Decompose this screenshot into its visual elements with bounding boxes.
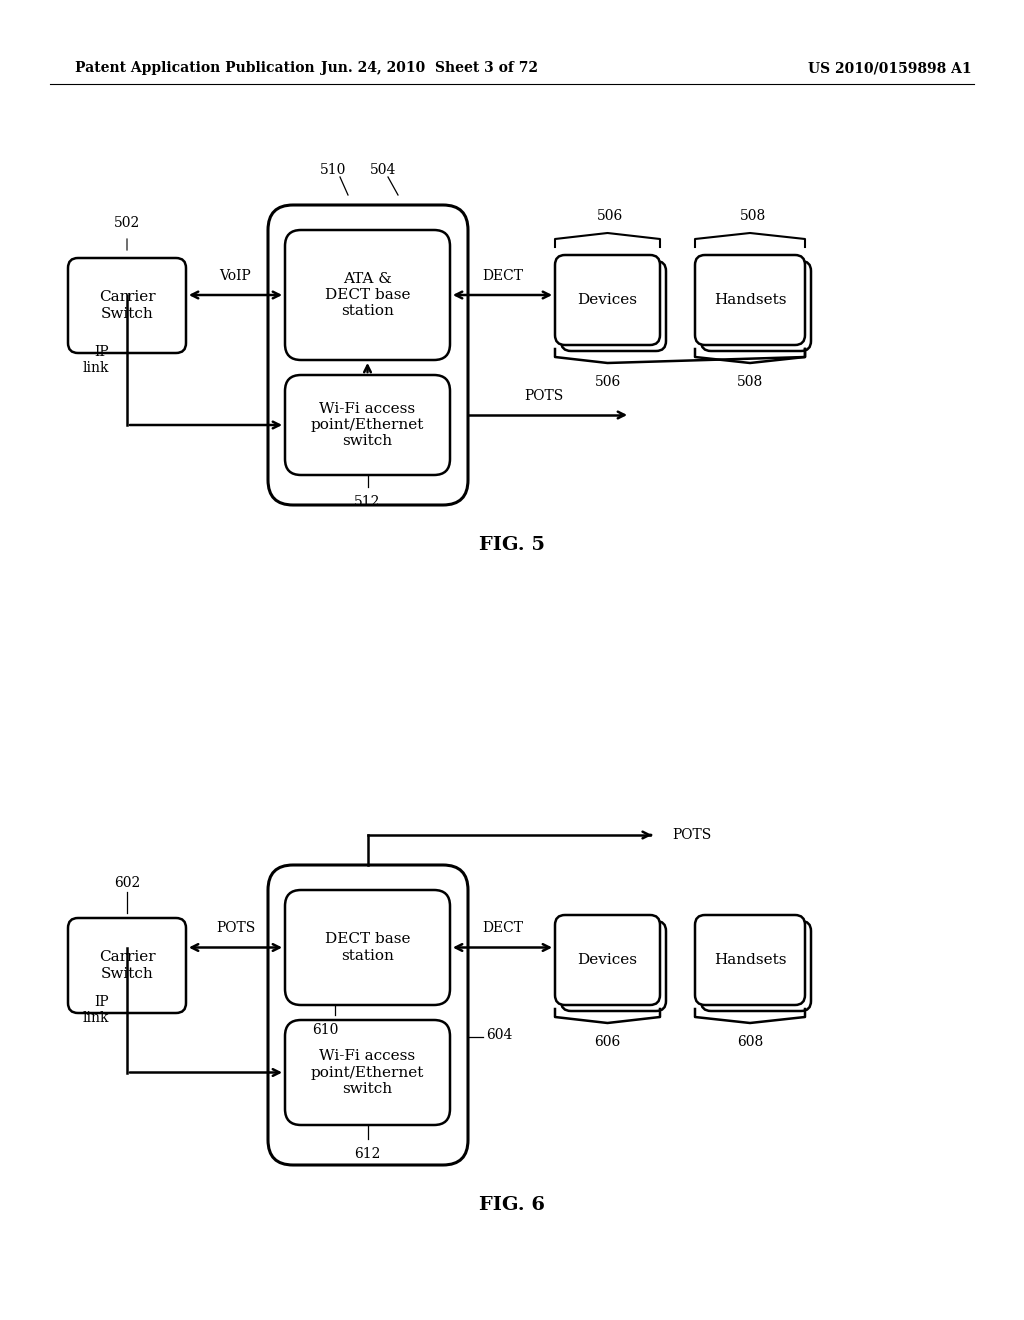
FancyBboxPatch shape bbox=[268, 865, 468, 1166]
Text: 512: 512 bbox=[354, 495, 381, 510]
Text: Carrier
Switch: Carrier Switch bbox=[98, 950, 156, 981]
Text: 610: 610 bbox=[312, 1023, 338, 1038]
FancyBboxPatch shape bbox=[555, 915, 660, 1005]
FancyBboxPatch shape bbox=[68, 917, 186, 1012]
Text: ATA &
DECT base
station: ATA & DECT base station bbox=[325, 272, 411, 318]
Text: 612: 612 bbox=[354, 1147, 381, 1162]
Text: Devices: Devices bbox=[578, 293, 638, 308]
Text: FIG. 5: FIG. 5 bbox=[479, 536, 545, 554]
FancyBboxPatch shape bbox=[561, 261, 666, 351]
Text: DECT: DECT bbox=[482, 269, 523, 282]
FancyBboxPatch shape bbox=[285, 890, 450, 1005]
FancyBboxPatch shape bbox=[701, 921, 811, 1011]
Text: Carrier
Switch: Carrier Switch bbox=[98, 290, 156, 321]
FancyBboxPatch shape bbox=[695, 915, 805, 1005]
Text: 510: 510 bbox=[319, 162, 346, 177]
FancyBboxPatch shape bbox=[285, 230, 450, 360]
Text: DECT base
station: DECT base station bbox=[325, 932, 411, 962]
Text: US 2010/0159898 A1: US 2010/0159898 A1 bbox=[808, 61, 972, 75]
Text: Patent Application Publication: Patent Application Publication bbox=[75, 61, 314, 75]
Text: POTS: POTS bbox=[524, 389, 563, 403]
Text: FIG. 6: FIG. 6 bbox=[479, 1196, 545, 1214]
Text: 502: 502 bbox=[114, 216, 140, 230]
Text: 508: 508 bbox=[737, 375, 763, 389]
FancyBboxPatch shape bbox=[268, 205, 468, 506]
FancyBboxPatch shape bbox=[561, 921, 666, 1011]
Text: 504: 504 bbox=[370, 162, 396, 177]
FancyBboxPatch shape bbox=[285, 375, 450, 475]
Text: 508: 508 bbox=[740, 209, 766, 223]
Text: Devices: Devices bbox=[578, 953, 638, 968]
FancyBboxPatch shape bbox=[285, 1020, 450, 1125]
Text: POTS: POTS bbox=[672, 828, 712, 842]
Text: 606: 606 bbox=[594, 1035, 621, 1049]
Text: POTS: POTS bbox=[216, 921, 255, 936]
Text: 604: 604 bbox=[486, 1028, 512, 1041]
FancyBboxPatch shape bbox=[68, 257, 186, 352]
Text: Wi-Fi access
point/Ethernet
switch: Wi-Fi access point/Ethernet switch bbox=[311, 401, 424, 449]
Text: 602: 602 bbox=[114, 876, 140, 890]
Text: Handsets: Handsets bbox=[714, 953, 786, 968]
Text: IP
link: IP link bbox=[83, 995, 109, 1026]
Text: Handsets: Handsets bbox=[714, 293, 786, 308]
FancyBboxPatch shape bbox=[701, 261, 811, 351]
Text: VoIP: VoIP bbox=[219, 269, 251, 282]
Text: IP
link: IP link bbox=[83, 345, 109, 375]
Text: 608: 608 bbox=[737, 1035, 763, 1049]
FancyBboxPatch shape bbox=[695, 255, 805, 345]
Text: DECT: DECT bbox=[482, 921, 523, 936]
Text: Wi-Fi access
point/Ethernet
switch: Wi-Fi access point/Ethernet switch bbox=[311, 1049, 424, 1096]
FancyBboxPatch shape bbox=[555, 255, 660, 345]
Text: 506: 506 bbox=[597, 209, 624, 223]
Text: 506: 506 bbox=[594, 375, 621, 389]
Text: Jun. 24, 2010  Sheet 3 of 72: Jun. 24, 2010 Sheet 3 of 72 bbox=[322, 61, 539, 75]
